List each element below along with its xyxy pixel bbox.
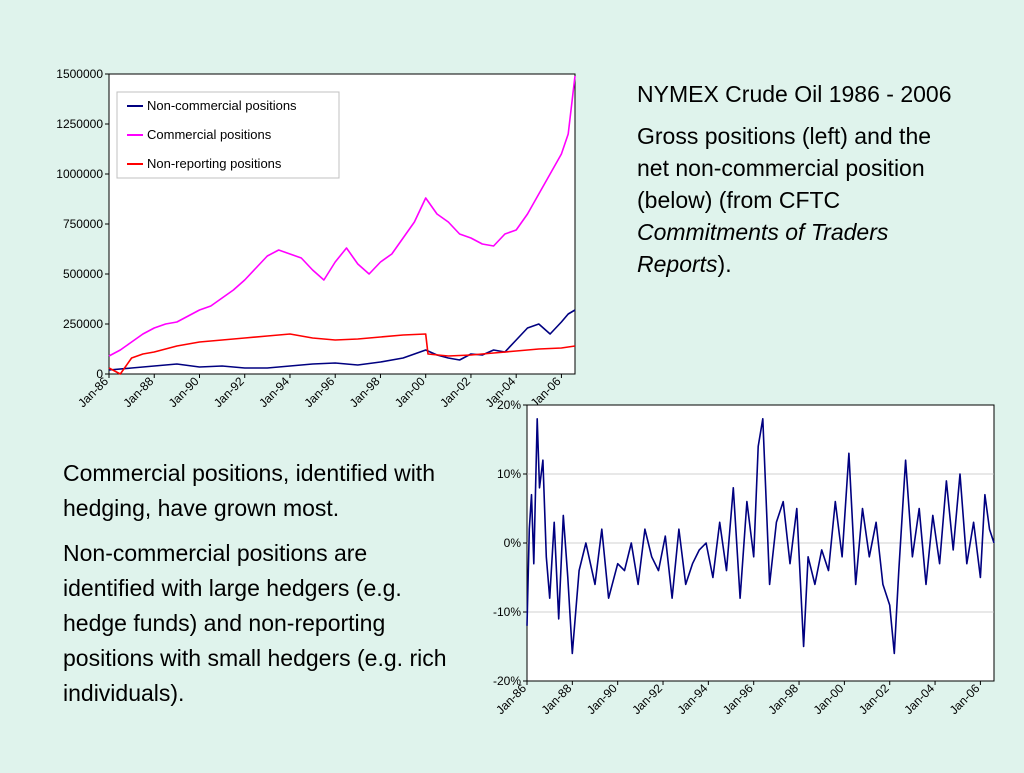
source-text-end: ). (717, 251, 732, 277)
legend-entry: Commercial positions (147, 127, 272, 142)
x-tick-label: Jan-88 (121, 374, 157, 410)
y-tick-label: 1000000 (56, 167, 103, 181)
y-tick-label: 0% (504, 536, 522, 550)
net-position-svg: -20%-10%0%10%20%Jan-86 Jan-88 Jan-90 Jan-92… (493, 398, 995, 717)
series-line-0 (526, 417, 995, 655)
y-tick-label: 250000 (63, 317, 103, 331)
series-line-1 (108, 75, 576, 357)
x-tick-label: Jan-98 (347, 374, 383, 410)
y-tick-label: 500000 (63, 267, 103, 281)
legend-box (116, 91, 340, 179)
x-tick-label: Jan-00 (811, 681, 847, 717)
x-tick-label: Jan-94 (675, 681, 711, 717)
gross-positions-chart: 0 250000 500000 750000 1000000 1250000 1500000… (0, 55, 600, 460)
y-tick-label: 20% (497, 398, 521, 412)
chart-legend: Non-commercial positions Commercial posit… (116, 91, 340, 179)
source-text: Gross positions (left) and the net non-c… (637, 123, 932, 213)
y-tick-label: -20% (493, 674, 521, 688)
y-tick-label: 10% (497, 467, 521, 481)
y-tick-label: 1500000 (56, 67, 103, 81)
series-line-2 (108, 333, 576, 375)
source-description: Gross positions (left) and the net non-c… (637, 120, 967, 280)
x-tick-label: Jan-96 (301, 374, 337, 410)
slide-notes: Commercial positions, identified with he… (63, 456, 463, 721)
y-tick-label: 1250000 (56, 117, 103, 131)
x-tick-label: Jan-04 (901, 681, 937, 717)
x-tick-label: Jan-90 (584, 681, 620, 717)
net-position-chart: -20% -10% 0% 10% 20% Jan-86 Jan-88 Jan-90 Jan-92… (470, 385, 1024, 773)
legend-entry: Non-reporting positions (147, 156, 282, 171)
x-tick-label: Jan-96 (720, 681, 756, 717)
source-report-name: Commitments of Traders Reports (637, 219, 889, 277)
note-noncommercial: Non-commercial positions are identified … (63, 540, 447, 706)
slide-title: NYMEX Crude Oil 1986 - 2006 (637, 81, 952, 107)
series-line-0 (108, 309, 576, 371)
x-tick-label: Jan-88 (539, 681, 575, 717)
y-tick-label: 750000 (63, 217, 103, 231)
x-tick-label: Jan-00 (392, 374, 428, 410)
x-tick-label: Jan-90 (166, 374, 202, 410)
note-commercial: Commercial positions, identified with he… (63, 460, 435, 521)
gross-positions-svg: 0 250000 500000 750000 1000000 1250000 1500000… (56, 67, 576, 410)
x-tick-label: Jan-98 (765, 681, 801, 717)
y-tick-label: 0 (96, 367, 103, 381)
x-tick-label: Jan-02 (856, 681, 892, 717)
slide-description: NYMEX Crude Oil 1986 - 2006 Gross positi… (637, 78, 967, 290)
x-tick-label: Jan-06 (947, 681, 983, 717)
y-tick-label: -10% (493, 605, 521, 619)
x-tick-label: Jan-86 (75, 374, 111, 410)
x-tick-label: Jan-94 (256, 374, 292, 410)
x-tick-label: Jan-02 (437, 374, 473, 410)
legend-entry: Non-commercial positions (147, 98, 297, 113)
x-tick-label: Jan-92 (629, 681, 665, 717)
x-tick-label: Jan-92 (211, 374, 247, 410)
